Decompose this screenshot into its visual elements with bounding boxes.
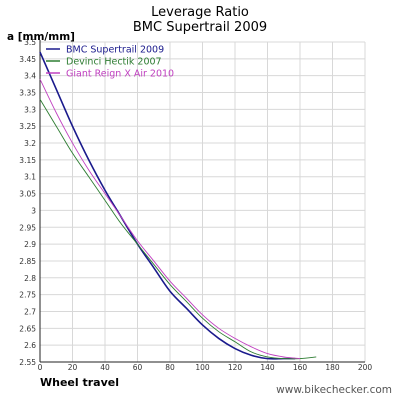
y-tick-label: 3.25 xyxy=(19,122,36,131)
y-tick-label: 3.45 xyxy=(19,55,36,64)
x-tick-label: 120 xyxy=(228,363,243,372)
y-tick-label: 2.9 xyxy=(24,240,36,249)
chart-subtitle: BMC Supertrail 2009 xyxy=(132,20,268,35)
series-line-2 xyxy=(39,99,317,360)
y-tick-label: 3.35 xyxy=(19,89,36,98)
x-tick-label: 60 xyxy=(133,363,143,372)
legend-label-1: BMC Supertrail 2009 xyxy=(66,45,164,56)
y-tick-label: 2.8 xyxy=(24,274,36,283)
legend-label-3: Giant Reign X Air 2010 xyxy=(66,69,174,80)
credit-text: www.bikechecker.com xyxy=(276,384,392,396)
y-tick-label: 3.2 xyxy=(24,139,36,148)
x-tick-label: 0 xyxy=(38,363,43,372)
x-axis-label: Wheel travel xyxy=(40,376,119,389)
y-tick-label: 3.1 xyxy=(24,173,36,182)
x-tick-label: 200 xyxy=(358,363,373,372)
grid xyxy=(39,41,366,363)
series-line-3 xyxy=(39,78,301,360)
x-tick-label: 20 xyxy=(68,363,78,372)
y-tick-label: 2.75 xyxy=(19,291,36,300)
x-tick-label: 80 xyxy=(165,363,175,372)
x-tick-label: 160 xyxy=(293,363,308,372)
x-tick-label: 140 xyxy=(260,363,275,372)
y-tick-label: 3.5 xyxy=(24,38,36,47)
y-tick-label: 2.85 xyxy=(19,257,36,266)
x-tick-label: 40 xyxy=(100,363,110,372)
series-lines xyxy=(39,51,317,360)
y-tick-label: 2.6 xyxy=(24,341,36,350)
legend-label-2: Devinci Hectik 2007 xyxy=(66,57,162,68)
y-tick-label: 2.55 xyxy=(19,358,36,367)
y-tick-label: 2.95 xyxy=(19,223,36,232)
y-tick-label: 3.05 xyxy=(19,190,36,199)
y-tick-label: 3.3 xyxy=(24,105,36,114)
x-tick-label: 180 xyxy=(325,363,340,372)
y-tick-label: 3.4 xyxy=(24,72,36,81)
y-tick-label: 2.65 xyxy=(19,324,36,333)
y-axis-label: a [mm/mm] xyxy=(7,31,75,43)
series-line-1 xyxy=(39,51,296,360)
chart-title: Leverage Ratio xyxy=(151,5,249,20)
x-tick-label: 100 xyxy=(195,363,210,372)
tick-labels: 2.55 2.6 2.65 2.7 2.75 2.8 2.85 2.9 2.95 3 3.05 3.1… xyxy=(19,38,372,372)
y-tick-label: 3 xyxy=(31,206,36,215)
axes xyxy=(39,40,365,363)
y-tick-label: 3.15 xyxy=(19,156,36,165)
y-tick-label: 2.7 xyxy=(24,307,36,316)
